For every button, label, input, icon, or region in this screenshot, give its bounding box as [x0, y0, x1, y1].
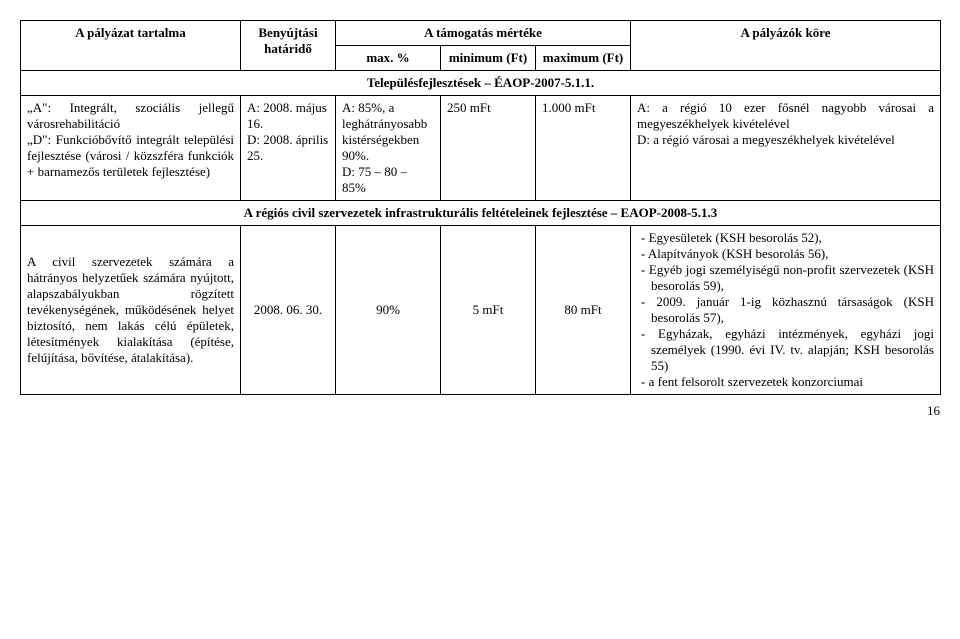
s1-maxft: 1.000 mFt [536, 96, 631, 201]
s2-kore: Egyesületek (KSH besorolás 52),Alapítván… [631, 226, 941, 395]
col-max: max. % [336, 46, 441, 71]
section2-data-row: A civil szervezetek számára a hátrányos … [21, 226, 941, 395]
s2-kore-item: Egyesületek (KSH besorolás 52), [637, 230, 934, 246]
section2-title: A régiós civil szervezetek infrastruktur… [21, 201, 941, 226]
s1-max: A: 85%, a leghátrányosabb kistérségekben… [336, 96, 441, 201]
grant-table: A pályázat tartalma Benyújtási határidő … [20, 20, 941, 395]
s2-kore-item: Egyéb jogi személyiségű non-profit szerv… [637, 262, 934, 294]
s2-kore-list: Egyesületek (KSH besorolás 52),Alapítván… [637, 230, 934, 390]
section2-title-row: A régiós civil szervezetek infrastruktur… [21, 201, 941, 226]
header-row-1: A pályázat tartalma Benyújtási határidő … [21, 21, 941, 46]
s2-min: 5 mFt [441, 226, 536, 395]
s2-maxft: 80 mFt [536, 226, 631, 395]
s2-kore-item: Egyházak, egyházi intézmények, egyházi j… [637, 326, 934, 374]
s2-kore-item: Alapítványok (KSH besorolás 56), [637, 246, 934, 262]
s1-kore: A: a régió 10 ezer fősnél nagyobb városa… [631, 96, 941, 201]
col-minft: minimum (Ft) [441, 46, 536, 71]
s2-kore-item: 2009. január 1-ig közhasznú társaságok (… [637, 294, 934, 326]
page-number: 16 [20, 403, 940, 419]
s1-min: 250 mFt [441, 96, 536, 201]
section1-title-row: Településfejlesztések – ÉAOP-2007-5.1.1. [21, 71, 941, 96]
s2-tartalma: A civil szervezetek számára a hátrányos … [21, 226, 241, 395]
section1-data-row: „A": Integrált, szociális jellegű városr… [21, 96, 941, 201]
col-kore: A pályázók köre [631, 21, 941, 71]
col-tartalma: A pályázat tartalma [21, 21, 241, 71]
col-maxft: maximum (Ft) [536, 46, 631, 71]
s1-tartalma: „A": Integrált, szociális jellegű városr… [21, 96, 241, 201]
col-hatarido: Benyújtási határidő [241, 21, 336, 71]
col-tamogatas-group: A támogatás mértéke [336, 21, 631, 46]
s2-max: 90% [336, 226, 441, 395]
s2-hatarido: 2008. 06. 30. [241, 226, 336, 395]
s1-hatarido: A: 2008. május 16.D: 2008. április 25. [241, 96, 336, 201]
s2-kore-item: a fent felsorolt szervezetek konzorciuma… [637, 374, 934, 390]
section1-title: Településfejlesztések – ÉAOP-2007-5.1.1. [21, 71, 941, 96]
